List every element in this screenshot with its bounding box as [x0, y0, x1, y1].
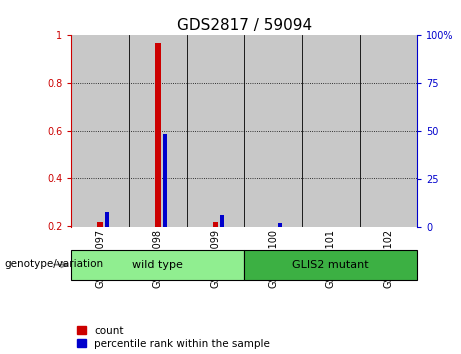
Bar — [220, 215, 225, 227]
Bar — [129, 35, 187, 227]
Bar — [213, 222, 219, 227]
Bar — [244, 35, 302, 227]
Bar — [71, 35, 129, 227]
Bar — [278, 223, 282, 227]
Bar — [71, 250, 244, 280]
Bar — [244, 250, 417, 280]
Text: wild type: wild type — [132, 259, 183, 270]
Bar — [302, 35, 360, 227]
Text: GLIS2 mutant: GLIS2 mutant — [292, 259, 369, 270]
Bar — [155, 42, 161, 227]
Text: genotype/variation: genotype/variation — [5, 259, 104, 269]
Legend: count, percentile rank within the sample: count, percentile rank within the sample — [77, 326, 270, 349]
Bar — [360, 35, 417, 227]
Bar — [163, 134, 167, 227]
Bar — [105, 212, 109, 227]
Bar — [187, 35, 244, 227]
Title: GDS2817 / 59094: GDS2817 / 59094 — [177, 18, 312, 33]
Bar — [97, 222, 103, 227]
